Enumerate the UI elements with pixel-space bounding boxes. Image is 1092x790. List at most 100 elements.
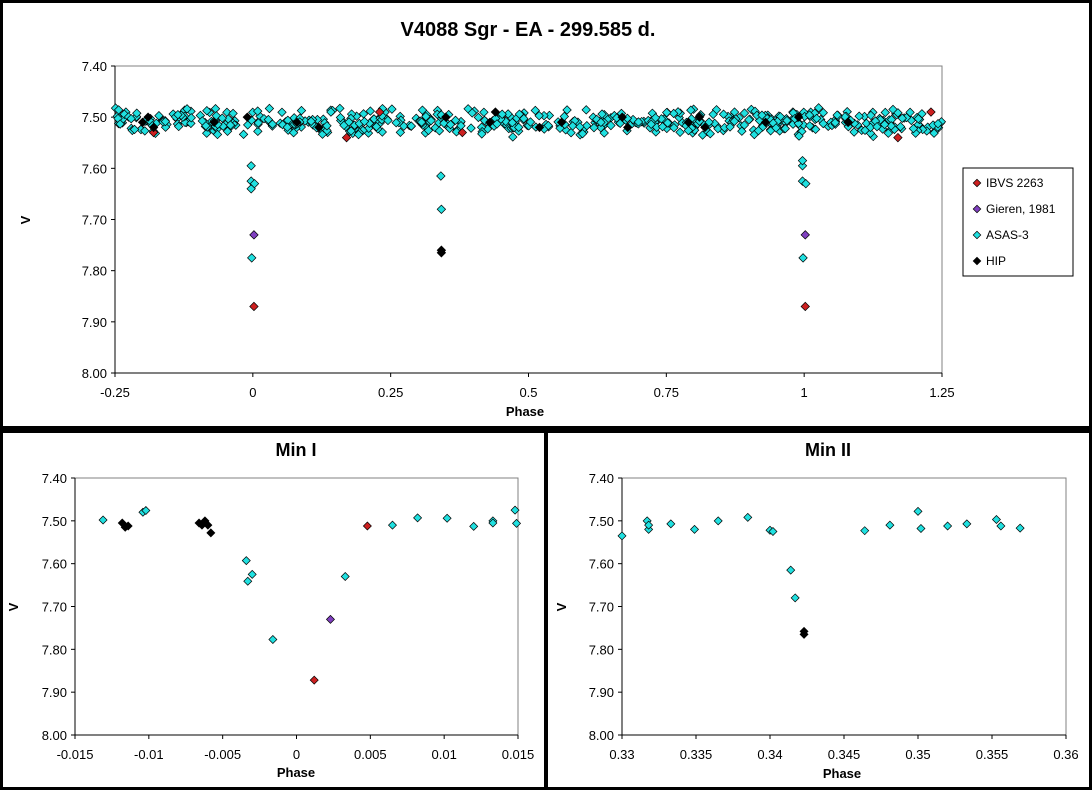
min1-title: Min I [276,440,317,460]
min2-asas-3-point [617,531,627,541]
min1-asas-3-point [469,521,479,531]
min2-asas-3-point [743,512,753,522]
main-asas-3-point [830,117,840,128]
main-hip-point [485,117,495,127]
main-asas-3-point [186,118,196,129]
legend-label-hip: HIP [986,254,1006,268]
main-x-tick-label: 1 [801,385,808,400]
main-y-tick-label: 7.40 [82,59,107,74]
min2-asas-3-point [768,527,778,537]
main-asas-3-point [849,127,859,137]
main-ibvs-2263-point [926,107,936,117]
main-hip-point [760,117,771,127]
min2-y-axis-label: V [554,602,569,611]
main-ibvs-2263-point [374,107,385,117]
min1-asas-3-point [243,576,253,586]
main-asas-3-point [497,109,507,119]
min2-asas-3-point [996,521,1006,531]
min2-y-tick-label: 7.90 [589,685,614,700]
min2-y-tick-label: 7.70 [589,600,614,615]
main-asas-3-point [933,119,943,129]
main-asas-3-point [813,103,824,113]
main-legend: IBVS 2263 Gieren, 1981 ASAS-3 HIP [962,167,1074,277]
main-asas-3-point [288,128,299,138]
main-asas-3-point [212,129,223,140]
main-asas-3-point [467,108,477,118]
main-asas-3-point [508,132,518,142]
main-asas-3-point [606,120,616,131]
min1-y-axis-label: V [6,602,21,611]
main-asas-3-point [514,122,524,133]
main-asas-3-point [277,120,288,130]
legend-marker-gieren-1981 [972,204,982,214]
min1-y-tick-label: 7.70 [42,600,67,615]
main-asas-3-point [140,126,150,136]
main-asas-3-point [739,120,750,130]
main-asas-3-point [534,111,544,121]
main-asas-3-point [866,110,876,121]
main-asas-3-point [879,119,890,130]
main-asas-3-point [929,128,939,138]
min1-y-tick-label: 7.80 [42,642,67,657]
min1-x-tick-label: -0.01 [134,747,164,762]
min1-markers [98,505,522,685]
min1-asas-3-point [413,513,423,523]
min1-asas-3-point [141,506,151,516]
main-asas-3-point [905,107,915,118]
main-asas-3-point [217,113,227,123]
min2-chart: Min II 7.40 7.50 7.60 7.70 7.80 7.90 8.00 0.33 0.… [554,440,1079,781]
min2-plot-area [621,477,1067,736]
main-ibvs-2263-point [893,132,903,143]
main-asas-3-point [225,120,236,130]
min2-x-tick-label: 0.345 [828,747,861,762]
main-asas-3-point [267,119,278,129]
min2-asas-3-point [644,520,654,530]
main-ibvs-2263-point [800,301,810,312]
main-asas-3-point [296,105,307,116]
main-asas-3-point [818,118,828,129]
main-asas-3-point [650,113,661,123]
main-asas-3-point [253,106,263,116]
main-asas-3-point [445,119,456,130]
main-hip-point [436,248,447,258]
main-markers [110,103,947,312]
main-asas-3-point [326,107,336,117]
main-asas-3-point [908,123,919,134]
min1-hip-point [123,521,133,531]
main-asas-3-point [872,122,882,132]
main-x-axis-label: Phase [506,404,544,419]
main-hip-point [242,112,253,122]
min1-asas-3-point [241,556,251,566]
main-asas-3-point [805,121,815,131]
min1-asas-3-point [268,634,278,644]
main-asas-3-point [365,106,376,116]
main-asas-3-point [282,122,293,132]
min2-asas-3-point [916,524,926,534]
main-asas-3-point [115,119,125,129]
main-asas-3-point [477,129,487,139]
main-asas-3-point [562,105,572,115]
min1-asas-3-point [510,505,520,515]
legend-label-ibvs-2263: IBVS 2263 [986,176,1044,190]
main-ibvs-2263-point [341,132,352,143]
main-asas-3-point [406,121,416,131]
main-asas-3-point [662,118,673,128]
main-asas-3-point [589,122,599,133]
main-asas-3-point [346,126,356,136]
main-y-tick-label: 7.80 [82,264,107,279]
min2-title: Min II [805,440,851,460]
min1-x-tick-label: -0.005 [204,747,241,762]
min1-y-tick-label: 7.60 [42,557,67,572]
main-asas-3-point [669,123,679,133]
main-asas-3-point [705,129,715,139]
main-asas-3-point [173,109,183,120]
main-asas-3-point [119,109,130,119]
legend-label-asas-3: ASAS-3 [986,228,1029,242]
main-asas-3-point [725,122,735,132]
main-asas-3-point [729,116,740,126]
main-asas-3-point [479,107,489,117]
main-asas-3-point [450,115,461,126]
main-asas-3-point [253,126,263,137]
main-y-tick-label: 7.50 [82,110,107,125]
main-asas-3-point [592,114,602,125]
